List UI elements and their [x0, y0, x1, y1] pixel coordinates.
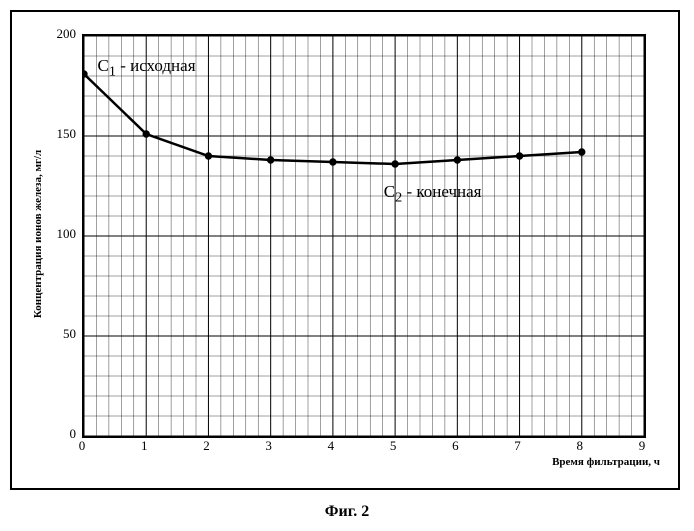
- x-tick-label: 0: [79, 438, 86, 454]
- x-tick-label: 8: [577, 438, 584, 454]
- data-point: [454, 157, 460, 163]
- y-tick-label: 50: [26, 326, 76, 342]
- y-axis-title: Концентрация ионов железа, мг/л: [32, 150, 44, 318]
- x-tick-label: 4: [328, 438, 335, 454]
- plot-area: [82, 34, 646, 438]
- figure-caption: Фиг. 2: [10, 503, 684, 521]
- chart-container: 0123456789050100150200Концентрация ионов…: [26, 26, 660, 476]
- y-tick-label: 200: [26, 26, 76, 42]
- chart-annotation: C2 - конечная: [384, 182, 482, 206]
- y-tick-label: 150: [26, 126, 76, 142]
- data-point: [205, 153, 211, 159]
- x-axis-title: Время фильтрации, ч: [552, 456, 660, 468]
- chart-annotation: C1 - исходная: [98, 56, 196, 80]
- x-tick-label: 2: [203, 438, 210, 454]
- data-point: [84, 71, 87, 77]
- x-tick-label: 9: [639, 438, 646, 454]
- y-tick-label: 0: [26, 426, 76, 442]
- x-tick-label: 3: [265, 438, 272, 454]
- data-point: [579, 149, 585, 155]
- data-point: [330, 159, 336, 165]
- data-point: [516, 153, 522, 159]
- data-point: [392, 161, 398, 167]
- x-tick-label: 1: [141, 438, 148, 454]
- data-point: [267, 157, 273, 163]
- x-tick-label: 5: [390, 438, 397, 454]
- chart-svg: [84, 36, 644, 436]
- chart-frame: 0123456789050100150200Концентрация ионов…: [10, 10, 680, 490]
- x-tick-label: 6: [452, 438, 459, 454]
- data-point: [143, 131, 149, 137]
- x-tick-label: 7: [514, 438, 521, 454]
